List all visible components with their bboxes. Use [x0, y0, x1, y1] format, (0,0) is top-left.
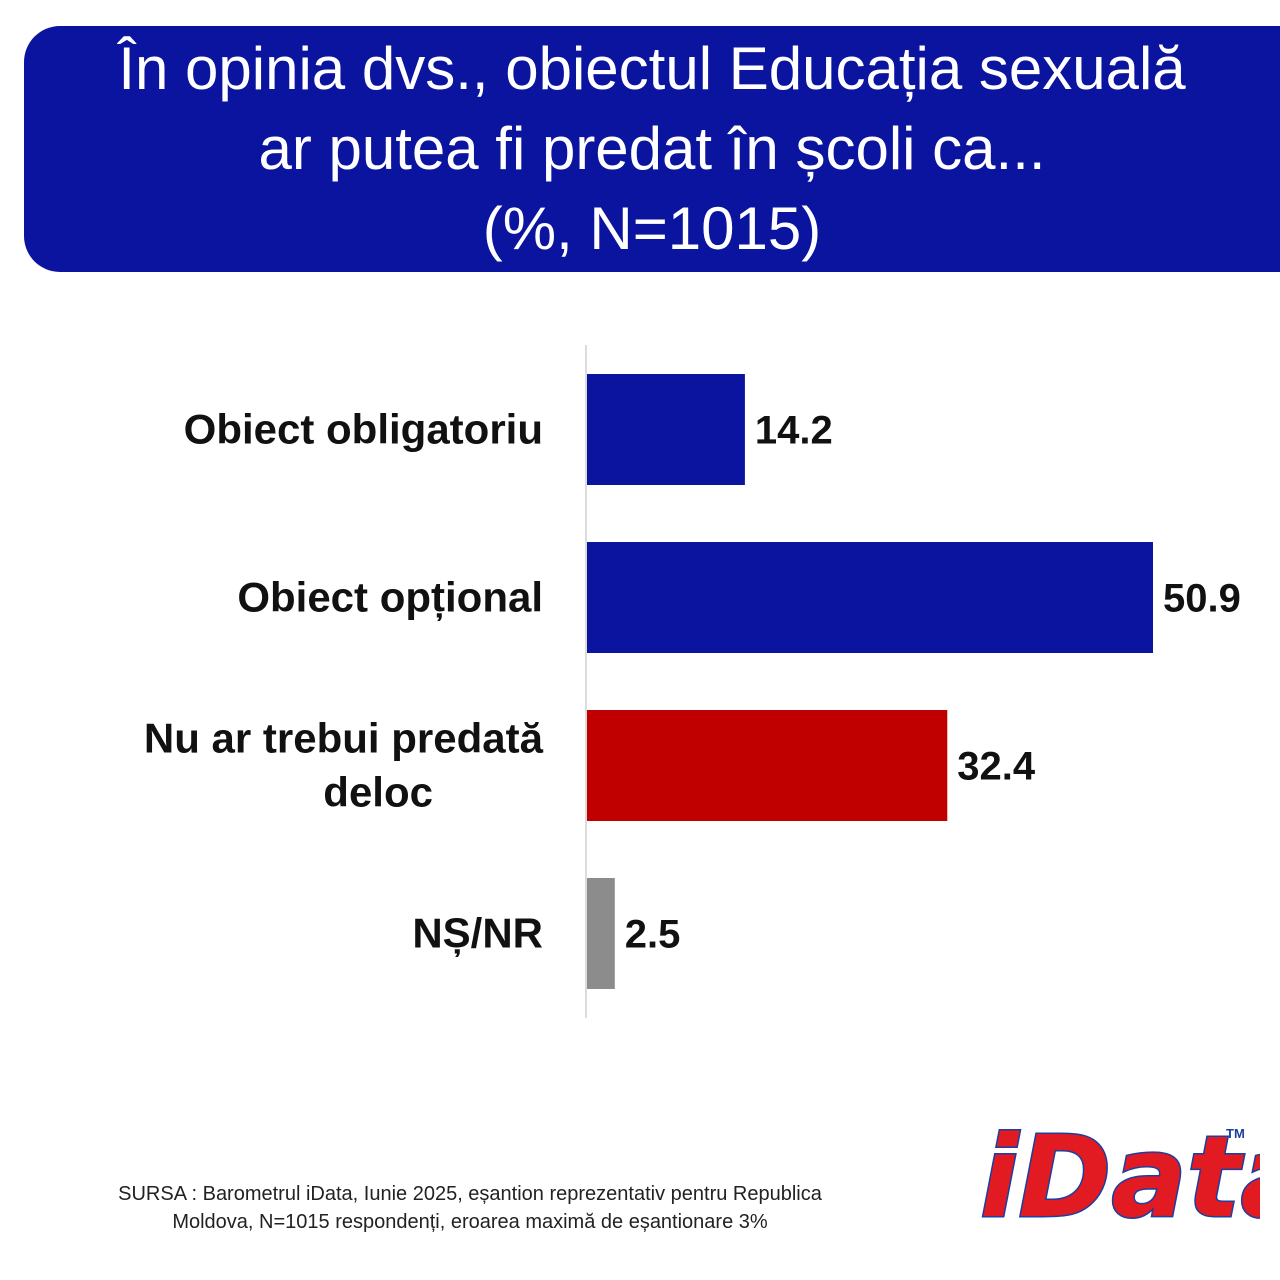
category-label-3: Nu ar trebui predată deloc: [144, 715, 544, 816]
bar-3: [587, 710, 948, 821]
value-label-4: 2.5: [625, 913, 681, 957]
bar-1: [587, 374, 745, 485]
source-note: SURSA : Barometrul iData, Iunie 2025, eș…: [20, 1180, 920, 1236]
logo-wordmark: iData: [980, 1113, 1260, 1233]
chart-title-line-2: ar putea fi predat în școli ca...: [258, 115, 1046, 182]
source-note-line-1: SURSA : Barometrul iData, Iunie 2025, eș…: [118, 1183, 822, 1205]
bar-2: [587, 542, 1153, 653]
source-note-line-2: Moldova, N=1015 respondenți, eroarea max…: [172, 1211, 768, 1233]
chart-title-line-3: (%, N=1015): [482, 195, 822, 262]
bar-4: [587, 878, 615, 989]
value-label-3: 32.4: [957, 745, 1036, 789]
category-label-1: Obiect obligatoriu: [184, 406, 543, 453]
bar-group: 14.2 Obiect obligatoriu 50.9 Obiect opționa…: [144, 374, 1241, 989]
chart-title-line-1: În opinia dvs., obiectul Educația sexual…: [118, 35, 1186, 102]
category-label-4: NȘ/NR: [412, 910, 543, 958]
chart-title-box: În opinia dvs., obiectul Educația sexual…: [24, 26, 1280, 272]
category-label-2: Obiect opțional: [237, 574, 543, 622]
idata-logo: iData TM: [980, 1112, 1260, 1234]
value-label-2: 50.9: [1163, 577, 1241, 621]
value-label-1: 14.2: [755, 409, 833, 453]
logo-trademark: TM: [1226, 1126, 1245, 1141]
